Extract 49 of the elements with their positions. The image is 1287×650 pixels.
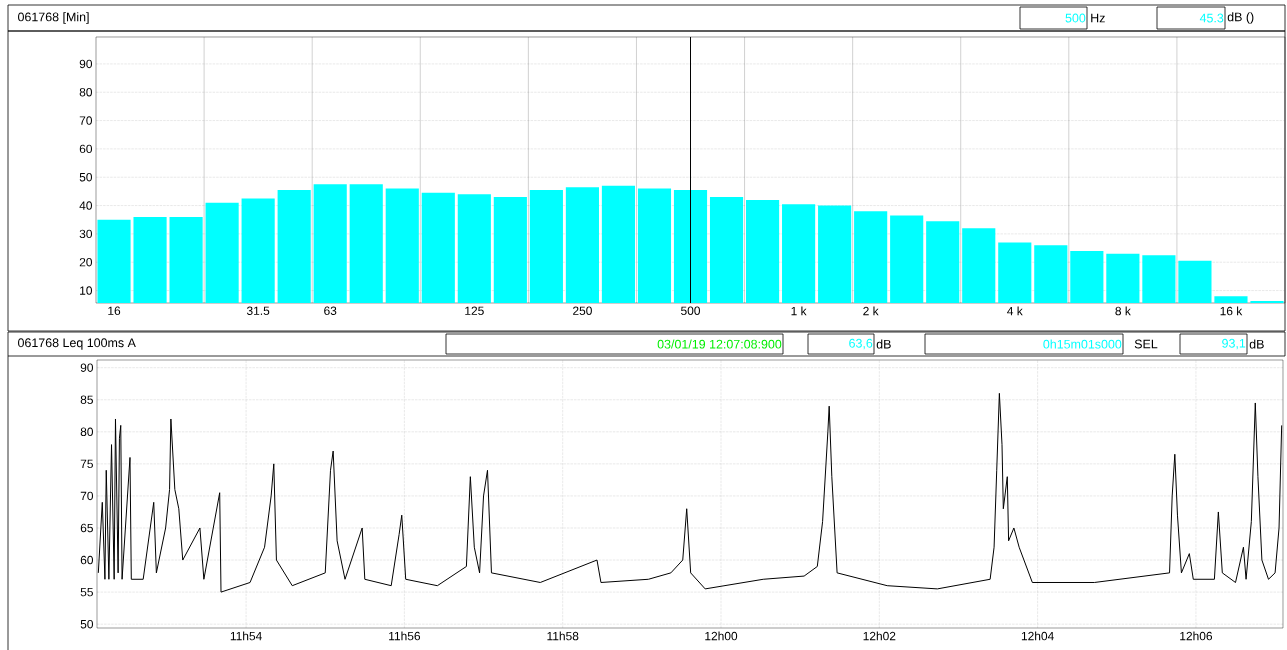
x-tick-label: 12h06 bbox=[1180, 631, 1213, 641]
y-tick-label: 30 bbox=[79, 229, 93, 238]
x-tick-label: 500 bbox=[681, 306, 701, 315]
y-tick-label: 55 bbox=[80, 587, 93, 597]
y-tick-label: 10 bbox=[80, 286, 93, 295]
y-tick-label: 20 bbox=[79, 257, 93, 267]
x-tick-label: 16 k bbox=[1220, 306, 1243, 316]
y-tick-label: 40 bbox=[79, 201, 93, 210]
x-tick-label: 4 k bbox=[1007, 306, 1023, 315]
text: 93,1 bbox=[1222, 338, 1246, 349]
x-tick-label: 31.5 bbox=[246, 306, 270, 315]
y-tick-label: 65 bbox=[80, 523, 93, 533]
x-tick-label: 125 bbox=[465, 306, 484, 315]
x-tick-label: 63 bbox=[324, 306, 337, 315]
y-tick-label: 70 bbox=[80, 491, 94, 500]
y-tick-label: 50 bbox=[79, 172, 93, 182]
y-tick-label: 90 bbox=[80, 363, 94, 372]
x-tick-label: 2 k bbox=[863, 306, 879, 315]
chart-title: 061768 Leq 100ms A bbox=[18, 338, 136, 350]
x-tick-label: 12h00 bbox=[705, 631, 738, 641]
text: Hz bbox=[1091, 13, 1105, 23]
text: SEL bbox=[1134, 339, 1158, 349]
y-tick-label: 75 bbox=[80, 459, 93, 468]
x-tick-label: 8 k bbox=[1115, 306, 1131, 316]
x-tick-label: 12h02 bbox=[863, 631, 896, 641]
text: dB bbox=[1249, 339, 1264, 349]
y-tick-label: 80 bbox=[80, 427, 94, 436]
text: dB bbox=[876, 339, 891, 349]
x-tick-label: 11h56 bbox=[389, 631, 421, 641]
text: 45.3 bbox=[1199, 13, 1224, 23]
y-tick-label: 85 bbox=[80, 395, 93, 404]
x-tick-label: 11h54 bbox=[230, 631, 262, 641]
x-tick-label: 12h04 bbox=[1021, 631, 1054, 641]
y-tick-label: 60 bbox=[80, 555, 94, 565]
y-tick-label: 80 bbox=[79, 87, 93, 97]
text: dB () bbox=[1227, 12, 1254, 24]
chart-title: 061768 [Min] bbox=[18, 12, 89, 24]
text: 500 bbox=[1065, 13, 1086, 23]
x-tick-label: 11h58 bbox=[547, 631, 579, 641]
y-tick-label: 70 bbox=[79, 116, 93, 125]
y-tick-label: 60 bbox=[79, 144, 93, 153]
x-tick-label: 16 bbox=[108, 306, 121, 315]
x-tick-label: 250 bbox=[573, 306, 592, 315]
text: 03/01/19 12:07:08:900 bbox=[657, 339, 782, 349]
y-tick-label: 50 bbox=[80, 619, 94, 629]
y-tick-label: 90 bbox=[79, 59, 93, 68]
text: 63,6 bbox=[849, 338, 873, 349]
x-tick-label: 1 k bbox=[791, 306, 807, 315]
text: 0h15m01s000 bbox=[1043, 339, 1122, 349]
